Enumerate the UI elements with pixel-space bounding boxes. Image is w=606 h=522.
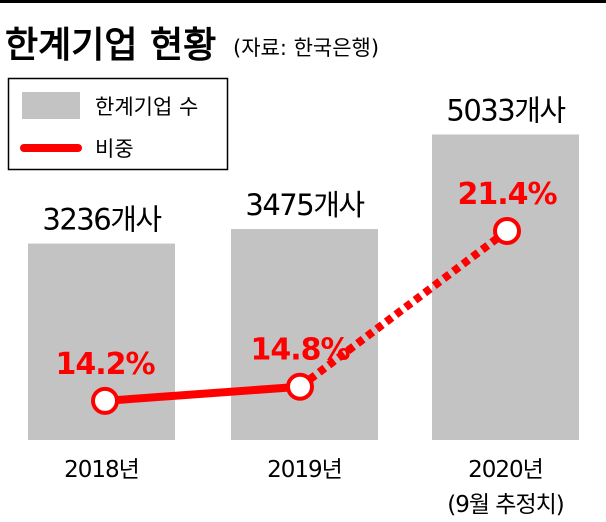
legend-bar-swatch — [22, 92, 80, 119]
legend-bar-label: 한계기업 수 — [95, 95, 198, 119]
x-tick-label: 2020년 — [468, 457, 543, 483]
line-point — [286, 372, 314, 401]
line-value-label: 14.8% — [250, 333, 350, 368]
legend-line-label: 비중 — [95, 137, 134, 161]
bar-value-label: 3475개사 — [245, 188, 364, 222]
bar-2019년 — [231, 229, 378, 440]
bar-2020년 — [432, 134, 579, 441]
chart-title: 한계기업 현황 — [5, 25, 216, 66]
x-tick-label: 2019년 — [267, 457, 342, 483]
line-point — [91, 386, 119, 415]
chart-subtitle: (자료: 한국은행) — [233, 36, 379, 60]
line-value-label: 14.2% — [55, 347, 155, 382]
top-border — [0, 0, 606, 3]
bar-value-label: 3236개사 — [42, 203, 161, 237]
legend: 한계기업 수 비중 — [7, 77, 229, 171]
bar-value-label: 5033개사 — [446, 93, 565, 127]
x-tick-note: (9월 추정치) — [447, 492, 564, 518]
line-point — [493, 216, 521, 245]
line-value-label: 21.4% — [457, 177, 557, 212]
line-segment — [104, 382, 301, 405]
x-tick-label: 2018년 — [64, 457, 139, 483]
